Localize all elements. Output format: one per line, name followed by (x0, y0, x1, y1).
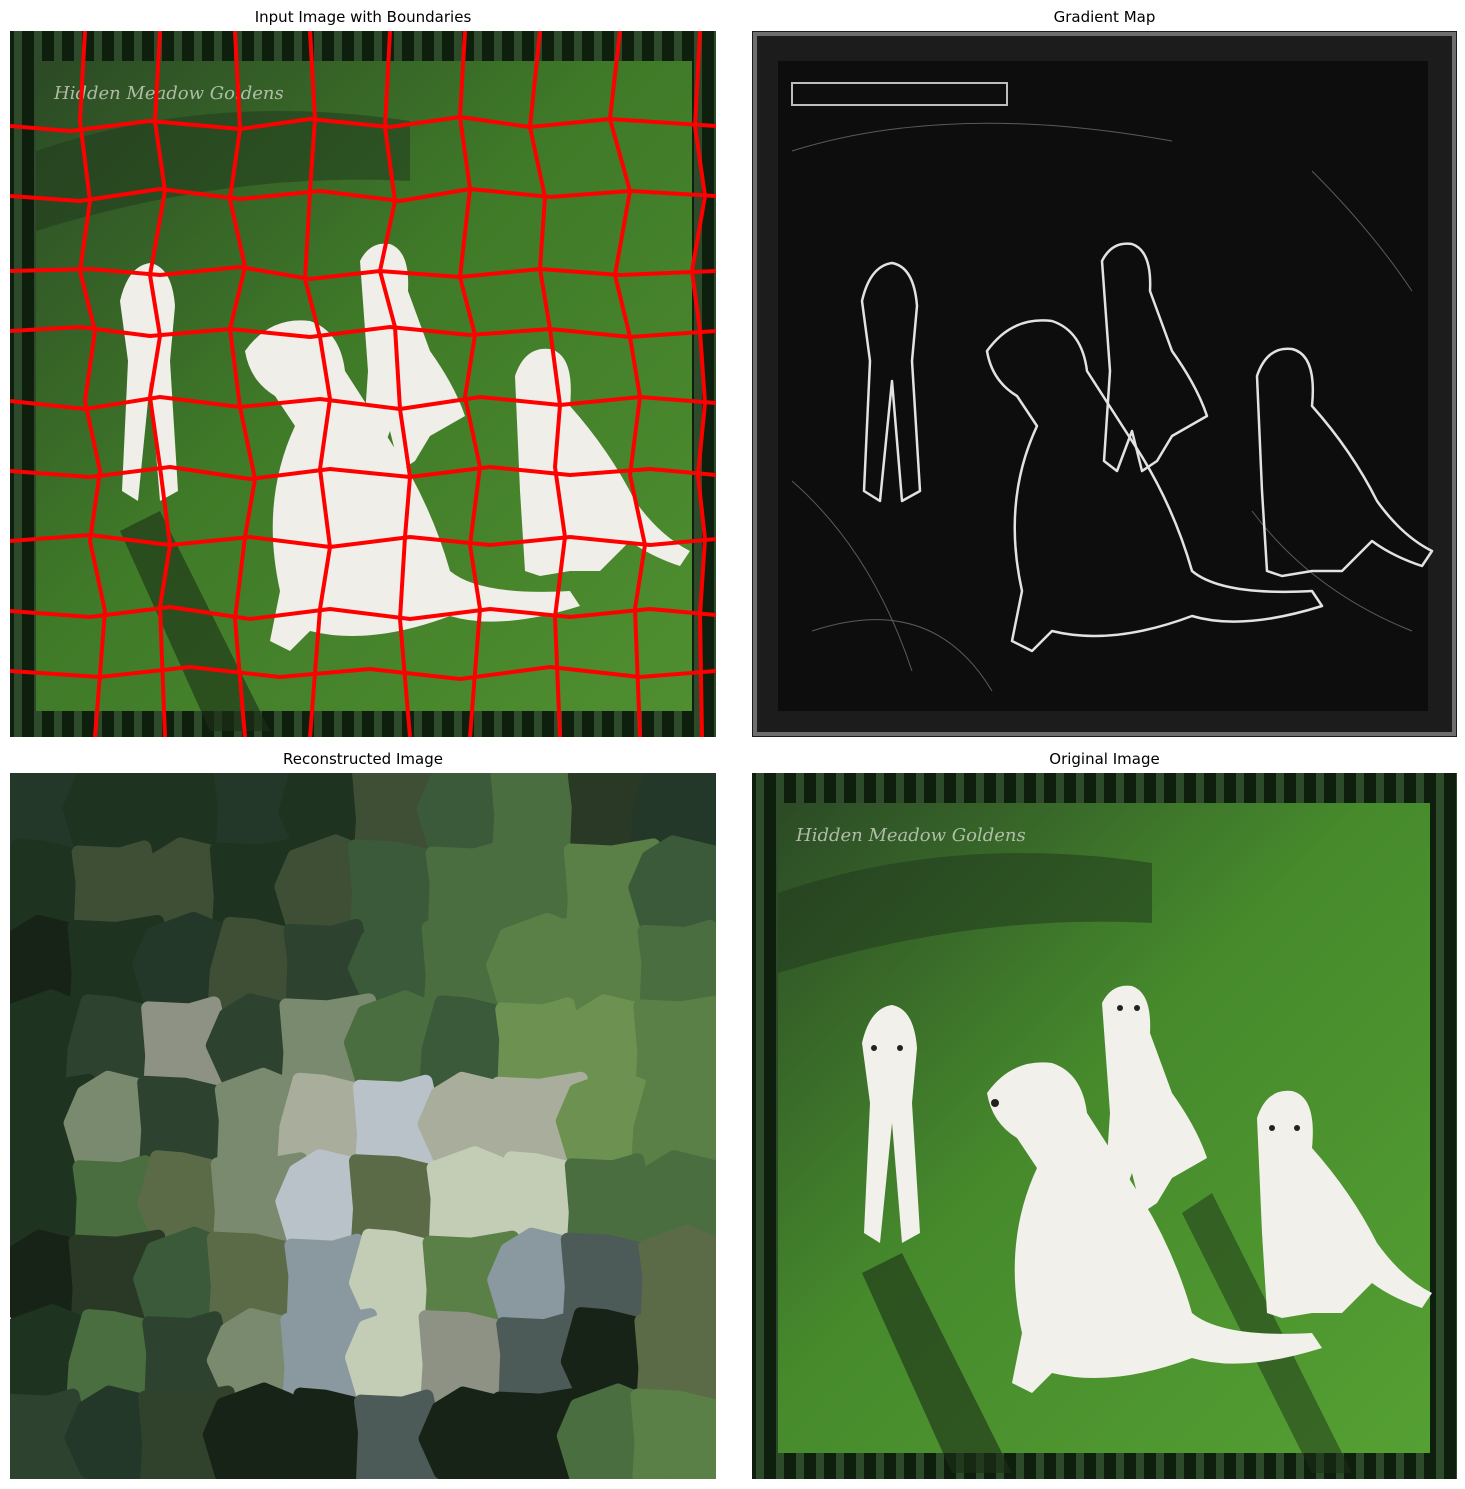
superpixel-region (10, 1388, 92, 1479)
panel-title-original: Original Image (1049, 750, 1160, 768)
input-image-with-boundaries: Hidden Meadow Goldens (10, 31, 716, 737)
reconstructed-image (10, 773, 716, 1479)
original-image: Hidden Meadow Goldens (752, 773, 1457, 1479)
superpixel-region (492, 1386, 589, 1479)
panel-title-reconstructed: Reconstructed Image (283, 750, 443, 768)
watermark-text: Hidden Meadow Goldens (795, 825, 1026, 846)
watermark-text: Hidden Meadow Goldens (53, 83, 284, 104)
superpixel-region (633, 995, 716, 1099)
superpixel-region (278, 1387, 373, 1479)
superpixel-region (138, 1385, 235, 1479)
superpixel-region (637, 919, 716, 1020)
superpixel-region (630, 1388, 716, 1479)
superpixel-region (638, 1224, 716, 1335)
panel-title-gradient: Gradient Map (1053, 8, 1156, 26)
superpixel-region (354, 1389, 446, 1479)
panel-title-input: Input Image with Boundaries (254, 8, 472, 26)
gradient-map (752, 31, 1457, 737)
superpixel-region (634, 1310, 716, 1414)
